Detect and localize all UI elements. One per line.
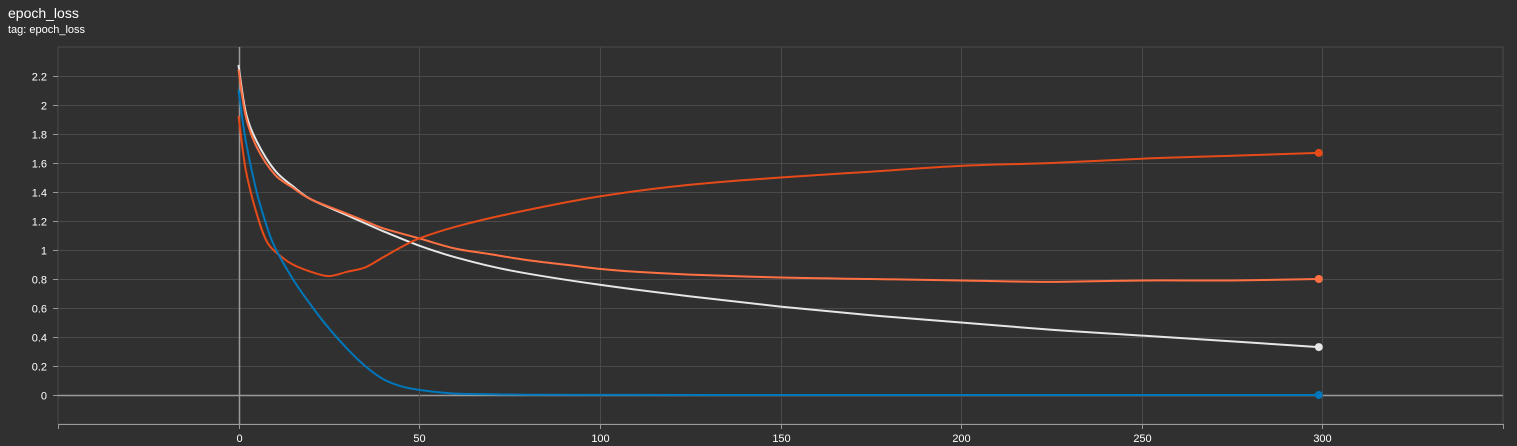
series-2[interactable]	[237, 115, 1323, 278]
y-tick-label: 1.2	[32, 217, 47, 229]
series-line[interactable]	[237, 69, 1320, 283]
y-tick-label: 0.8	[32, 275, 47, 287]
x-tick-label: 200	[952, 433, 970, 445]
y-tick-label: 0.6	[32, 304, 47, 316]
y-tick-label: 1	[41, 246, 47, 258]
axis-layer	[53, 76, 1504, 429]
series-end-marker[interactable]	[1314, 391, 1323, 399]
series-line[interactable]	[237, 64, 1320, 349]
series-line[interactable]	[237, 89, 1320, 397]
x-tick-label: 150	[772, 433, 790, 445]
plot-frame	[57, 46, 1504, 425]
series-3[interactable]	[237, 89, 1323, 400]
tick-labels: 0 0.2 0.4 0.6 0.8 1 1.2 1.4 1.6 1.8 2 2.2 0 50 100 150 2…	[32, 72, 1332, 446]
x-tick-label: 300	[1313, 433, 1331, 445]
y-tick-label: 1.6	[32, 159, 47, 171]
series-layer	[237, 64, 1323, 400]
y-tick-label: 2.2	[32, 72, 47, 84]
series-1[interactable]	[237, 69, 1323, 283]
y-tick-label: 0.4	[32, 333, 47, 345]
grid-layer	[57, 46, 1504, 425]
y-tick-label: 1.8	[32, 130, 47, 142]
series-end-marker[interactable]	[1314, 275, 1323, 283]
series-line[interactable]	[237, 115, 1320, 278]
series-0[interactable]	[237, 64, 1323, 352]
chart-tag: tag: epoch_loss	[8, 24, 86, 36]
series-end-marker[interactable]	[1314, 148, 1323, 157]
y-tick-label: 0.2	[32, 362, 47, 374]
x-tick-label: 100	[591, 433, 609, 445]
series-end-marker[interactable]	[1314, 343, 1323, 352]
chart-title: epoch_loss	[8, 5, 79, 21]
y-tick-label: 2	[41, 101, 47, 113]
y-tick-label: 0	[41, 391, 47, 403]
x-tick-label: 250	[1133, 433, 1151, 445]
y-tick-label: 1.4	[32, 188, 47, 200]
x-tick-label: 0	[236, 433, 242, 445]
x-tick-label: 50	[413, 433, 425, 445]
